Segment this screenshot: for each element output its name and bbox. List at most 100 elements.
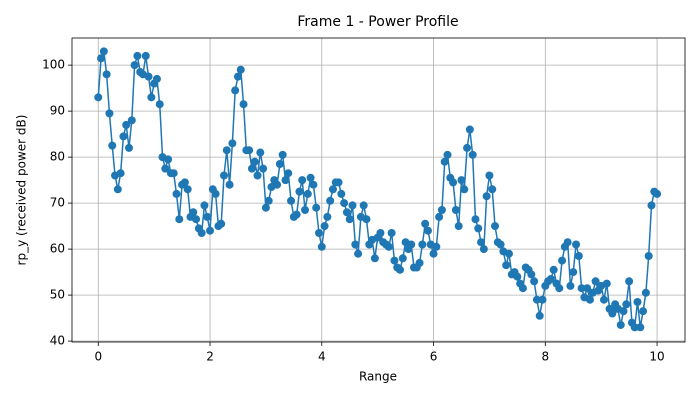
- data-point: [233, 72, 242, 81]
- x-tick-label: 6: [430, 350, 438, 364]
- x-axis-label: Range: [359, 370, 397, 384]
- x-tick-label: 4: [318, 350, 326, 364]
- data-point: [449, 178, 458, 187]
- data-point: [518, 284, 527, 293]
- data-point: [622, 300, 631, 309]
- data-point: [407, 240, 416, 249]
- data-point: [309, 180, 318, 189]
- data-point: [625, 277, 634, 286]
- data-point: [217, 219, 226, 228]
- data-point: [482, 192, 491, 201]
- data-point: [558, 256, 567, 265]
- data-point: [306, 173, 315, 182]
- x-tick-label: 2: [206, 350, 214, 364]
- data-point: [591, 277, 600, 286]
- data-point: [119, 132, 128, 141]
- data-point: [256, 148, 265, 157]
- x-tick-label: 10: [649, 350, 664, 364]
- data-point: [532, 295, 541, 304]
- data-point: [390, 256, 399, 265]
- data-point: [225, 180, 234, 189]
- data-point: [546, 274, 555, 283]
- data-point: [432, 242, 441, 251]
- data-point: [639, 307, 648, 316]
- data-point: [99, 47, 108, 56]
- data-point: [572, 240, 581, 249]
- data-point: [471, 215, 480, 224]
- data-point: [496, 240, 505, 249]
- data-point: [147, 93, 156, 102]
- data-point: [468, 150, 477, 159]
- data-point: [133, 51, 142, 60]
- data-point: [348, 201, 357, 210]
- y-tick-label: 90: [50, 104, 65, 118]
- data-point: [231, 86, 240, 95]
- data-point: [200, 201, 209, 210]
- data-point: [443, 150, 452, 159]
- data-point: [633, 297, 642, 306]
- data-point: [211, 189, 220, 198]
- data-point: [113, 185, 122, 194]
- data-point: [239, 100, 248, 109]
- y-tick-label: 50: [50, 288, 65, 302]
- data-point: [328, 185, 337, 194]
- data-point: [278, 150, 287, 159]
- data-point: [477, 238, 486, 247]
- data-point: [479, 245, 488, 254]
- chart-title: Frame 1 - Power Profile: [297, 14, 458, 30]
- data-point: [504, 249, 513, 258]
- data-point: [586, 295, 595, 304]
- data-point: [273, 180, 282, 189]
- data-point: [451, 206, 460, 215]
- data-point: [141, 51, 150, 60]
- data-point: [636, 323, 645, 332]
- data-point: [538, 295, 547, 304]
- data-point: [485, 171, 494, 180]
- data-point: [351, 240, 360, 249]
- data-point: [647, 201, 656, 210]
- data-point: [491, 222, 500, 231]
- data-point: [102, 70, 111, 79]
- data-point: [563, 238, 572, 247]
- data-point: [183, 185, 192, 194]
- data-point: [608, 309, 617, 318]
- data-point: [423, 226, 432, 235]
- data-point: [314, 229, 323, 238]
- data-point: [396, 265, 405, 274]
- data-point: [317, 242, 326, 251]
- data-point: [527, 270, 536, 279]
- y-tick-label: 40: [50, 334, 65, 348]
- data-point: [362, 215, 371, 224]
- data-point: [192, 215, 201, 224]
- y-tick-label: 60: [50, 242, 65, 256]
- data-point: [250, 157, 259, 166]
- data-point: [354, 249, 363, 258]
- data-point: [203, 212, 212, 221]
- data-point: [555, 284, 564, 293]
- data-point: [641, 288, 650, 297]
- data-point: [155, 100, 164, 109]
- data-point: [616, 320, 625, 329]
- data-point: [463, 143, 472, 152]
- data-point: [219, 171, 228, 180]
- data-point: [275, 160, 284, 169]
- data-point: [298, 176, 307, 185]
- data-point: [653, 189, 662, 198]
- data-point: [345, 215, 354, 224]
- data-point: [169, 169, 178, 178]
- data-point: [502, 261, 511, 270]
- data-point: [326, 196, 335, 205]
- data-point: [418, 240, 427, 249]
- data-point: [340, 199, 349, 208]
- data-point: [513, 272, 522, 281]
- data-point: [566, 281, 575, 290]
- y-tick-label: 80: [50, 150, 65, 164]
- data-point: [488, 185, 497, 194]
- data-point: [359, 201, 368, 210]
- y-tick-label: 100: [42, 58, 65, 72]
- data-point: [189, 208, 198, 217]
- data-point: [440, 157, 449, 166]
- data-point: [320, 222, 329, 231]
- data-point: [222, 146, 231, 155]
- data-point: [261, 203, 270, 212]
